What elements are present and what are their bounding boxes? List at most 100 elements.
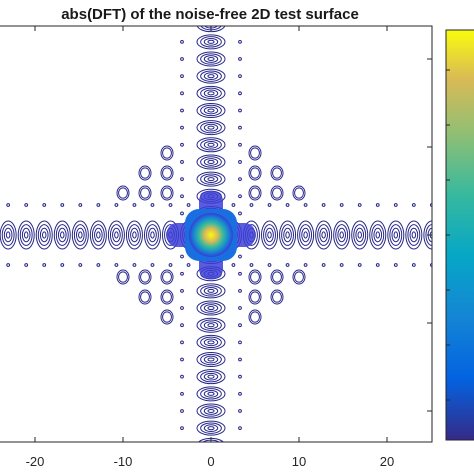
vertical-arm-contour [207, 177, 215, 182]
vertical-arm-contour [203, 72, 219, 81]
sidelobe-dot [238, 374, 242, 379]
sidelobe-dot [180, 340, 184, 345]
off-axis-contour [138, 165, 152, 181]
sidelobe-dot [357, 203, 362, 207]
horizontal-arm-contour [391, 227, 401, 243]
off-axis-contour [250, 167, 260, 179]
sidelobe-dot [393, 263, 398, 267]
vertical-arm-contour [203, 140, 219, 149]
horizontal-arm-contour [112, 227, 121, 243]
vertical-arm-contour [200, 353, 222, 366]
off-axis-contour [118, 271, 128, 283]
sidelobe-dot [267, 263, 272, 267]
sidelobe-dot [168, 203, 173, 207]
sidelobe-dot [181, 444, 184, 447]
sidelobe-dot [239, 444, 242, 447]
horizontal-arm-contour [285, 231, 290, 239]
sidelobe-dot [180, 409, 184, 413]
sidelobe-dot [375, 263, 380, 267]
horizontal-arm-contour [321, 231, 326, 239]
x-tick-labels: -20 -10 0 10 20 [26, 454, 395, 469]
off-axis-contour [162, 311, 172, 323]
sidelobe-dot [180, 194, 184, 199]
vertical-arm-contour [200, 388, 222, 400]
vertical-arm-contour [200, 173, 222, 185]
x-tick-label: 0 [207, 454, 214, 469]
vertical-arm-contour [200, 319, 222, 331]
sidelobe-dot [238, 409, 242, 413]
vertical-arm-contour [207, 108, 215, 113]
sidelobe-dot [114, 203, 119, 207]
sidelobe-dot [285, 263, 290, 267]
sidelobe-dot [24, 263, 29, 267]
off-axis-contour [160, 289, 174, 305]
vertical-arm-contour [207, 125, 215, 130]
sidelobe-dot [231, 263, 236, 267]
off-axis-contour [250, 291, 260, 303]
sidelobe-dot [321, 203, 326, 207]
off-axis-contour [138, 289, 152, 305]
vertical-arm-contour [203, 424, 219, 433]
vertical-arm-contour [203, 158, 219, 166]
vertical-arm-contour [196, 386, 226, 402]
vertical-arm-contour [196, 154, 226, 170]
vertical-arm-contour [196, 369, 226, 385]
off-axis-contour [248, 165, 262, 181]
horizontal-arm-contour [405, 220, 423, 250]
vertical-arm-contour [196, 283, 226, 299]
horizontal-arm-contour [114, 231, 119, 239]
vertical-arm-contour [196, 420, 226, 436]
off-axis-contour [162, 271, 172, 283]
off-axis-contour [272, 167, 282, 179]
horizontal-arm-contour [351, 220, 369, 250]
horizontal-arm-contour [94, 227, 103, 243]
horizontal-arm-contour [387, 220, 405, 250]
sidelobe-dot [303, 263, 308, 267]
vertical-arm-contour [207, 39, 215, 44]
sidelobe-dot [267, 203, 272, 207]
vertical-arm-contour [200, 285, 222, 297]
horizontal-arm-contour [373, 227, 383, 243]
vertical-arm-contour [203, 287, 219, 295]
horizontal-arm-contour [393, 231, 399, 239]
vertical-arm-contour [207, 441, 215, 442]
vertical-arm-contour [203, 407, 219, 415]
sidelobe-dot [238, 340, 242, 345]
sidelobe-dot [321, 263, 326, 267]
colorbar-gradient [445, 29, 474, 441]
horizontal-arm-contour [71, 220, 89, 250]
off-axis-contour [294, 187, 304, 199]
sidelobe-dot [238, 26, 242, 27]
sidelobe-dot [238, 271, 242, 276]
sidelobe-dot [114, 263, 119, 267]
vertical-arm-contour [207, 340, 215, 345]
sidelobe-dot [238, 108, 242, 113]
sidelobe-dot [238, 177, 242, 182]
off-axis-contour [248, 289, 262, 305]
horizontal-arm-contour [317, 224, 331, 246]
sidelobe-dot [168, 263, 173, 267]
off-axis-contour [292, 185, 306, 201]
horizontal-arm-contour [297, 220, 315, 250]
off-axis-contour [270, 289, 284, 305]
horizontal-arm-contour [53, 220, 71, 250]
horizontal-arm-contour [17, 220, 35, 250]
dft-peak [189, 213, 233, 257]
vertical-arm-contour [207, 74, 215, 79]
horizontal-arm-contour [3, 227, 13, 243]
horizontal-arm-contour [55, 224, 69, 246]
vertical-arm-contour [196, 334, 226, 350]
horizontal-arm-contour [375, 231, 381, 239]
horizontal-arm-contour [60, 231, 65, 239]
vertical-arm-contour [203, 175, 219, 183]
horizontal-arm-contour [132, 231, 137, 239]
colorbar [445, 29, 474, 441]
sidelobe-dot [180, 142, 184, 147]
sidelobe-dot [238, 125, 242, 130]
horizontal-arm-contour [75, 227, 85, 243]
sidelobe-dot [132, 263, 137, 267]
vertical-arm-contour [200, 156, 222, 168]
sidelobe-dot [132, 203, 137, 207]
sidelobe-dot [180, 288, 184, 293]
horizontal-arm-contour [267, 231, 272, 239]
